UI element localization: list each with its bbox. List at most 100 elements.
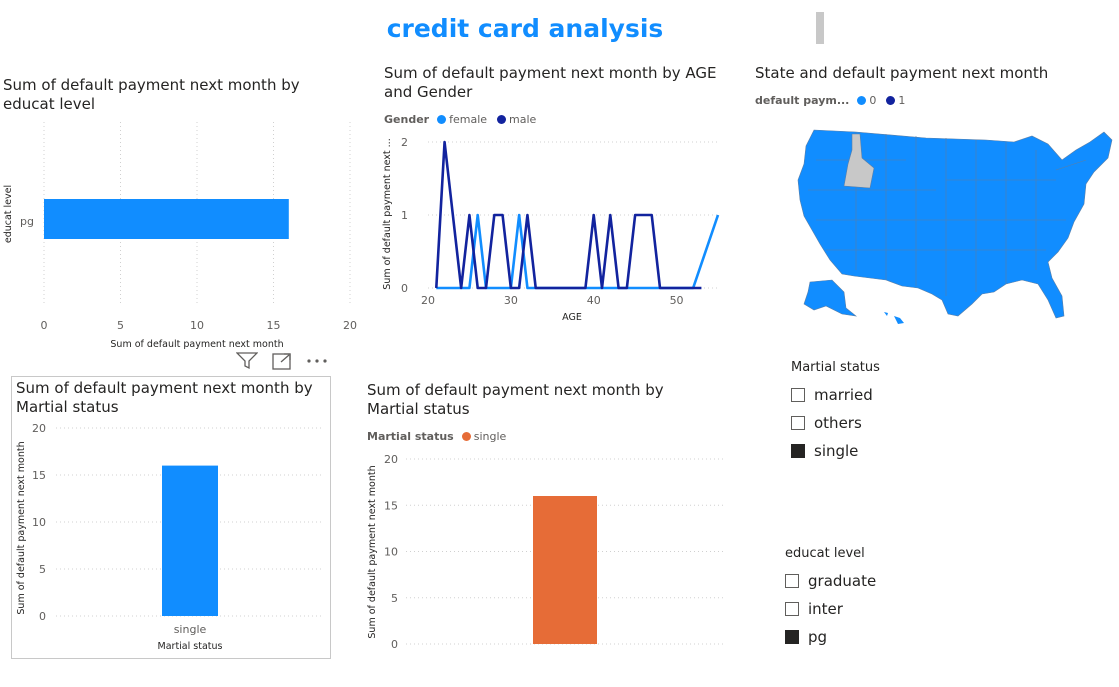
state-map-title: State and default payment next month <box>755 64 1049 82</box>
age-line-legend: Gender female male <box>384 113 542 126</box>
focus-mode-icon[interactable] <box>272 352 292 374</box>
educat-bar-marks <box>44 199 289 239</box>
martial-bar2-y-tick: 5 <box>391 592 398 605</box>
checkbox[interactable] <box>791 444 805 458</box>
educat-bar-x-axis-label: Sum of default payment next month <box>110 339 283 350</box>
educat-bar-category-label: pg <box>20 215 34 228</box>
age-line-x-tick: 20 <box>421 294 435 307</box>
educat-bar-title: Sum of default payment next month by edu… <box>3 76 300 113</box>
age-line-y-axis-label: Sum of default payment next ... <box>382 138 393 289</box>
martial-bar-x-axis-label: Martial status <box>158 641 223 652</box>
educat-bar-chart: 0 5 10 15 20 pg educat level Sum of default … <box>3 122 358 350</box>
martial-bar-focus-frame[interactable] <box>11 376 331 659</box>
martial-bar-y-tick: 10 <box>32 516 46 529</box>
slicer-option-graduate[interactable]: graduate <box>785 567 985 595</box>
more-options-icon[interactable] <box>306 352 328 374</box>
martial-bar-marks <box>162 465 218 616</box>
slicer-option-label: graduate <box>808 572 877 590</box>
educat-bar-ticks: 0 5 10 15 20 <box>41 319 358 332</box>
martial-bar-grid <box>56 427 324 617</box>
slicer-option-inter[interactable]: inter <box>785 595 985 623</box>
slicer-option-label: single <box>814 442 859 460</box>
martial-bar-y-tick: 5 <box>39 563 46 576</box>
state-map-legend-label: default paym... <box>755 94 850 107</box>
educat-bar-x-tick: 15 <box>267 319 281 332</box>
legend-dot-1 <box>886 96 896 105</box>
slicer-option-others[interactable]: others <box>791 409 991 437</box>
checkbox[interactable] <box>785 574 799 588</box>
martial-bar-category-label: single <box>174 623 207 636</box>
age-line-series-male <box>434 140 702 290</box>
age-line-x-axis-label: AGE <box>562 312 582 323</box>
alaska-shape <box>803 279 858 317</box>
martial-bar-y-tick: 20 <box>32 422 46 435</box>
legend-item-1[interactable]: 1 <box>886 94 905 107</box>
age-line-series-female <box>436 213 720 290</box>
martial-bar2-y-tick: 0 <box>391 638 398 651</box>
report-title: credit card analysis <box>386 14 664 43</box>
slicer-option-pg[interactable]: pg <box>785 623 985 651</box>
legend-dot-0 <box>857 96 867 105</box>
checkbox[interactable] <box>785 602 799 616</box>
slicer-option-label: pg <box>808 628 828 646</box>
slicer-option-label: others <box>814 414 862 432</box>
checkbox[interactable] <box>785 630 799 644</box>
educat-level-slicer: educat level graduate inter pg <box>785 546 985 651</box>
legend-dot-single <box>461 432 471 441</box>
title-divider <box>816 12 824 44</box>
martial-bar-ticks: 0 5 10 15 20 <box>32 422 46 623</box>
age-line-x-tick: 30 <box>504 294 518 307</box>
educat-bar-pg <box>44 199 289 239</box>
checkbox[interactable] <box>791 416 805 430</box>
educat-slicer-title: educat level <box>785 546 865 561</box>
filter-icon[interactable] <box>235 352 259 374</box>
martial-bar2-chart: 0 5 10 15 20 Sum of default payment next mon… <box>367 453 724 651</box>
age-line-title: Sum of default payment next month by AGE… <box>384 64 717 101</box>
martial-bar-single <box>162 465 218 616</box>
age-line-y-tick: 1 <box>401 209 408 222</box>
idaho-state <box>843 133 875 189</box>
martial-bar2-title: Sum of default payment next month by Mar… <box>367 381 664 418</box>
age-line-chart: 0 1 2 20 30 40 50 Sum of default payment next … <box>382 136 720 323</box>
martial-bar2-ticks: 0 5 10 15 20 <box>384 453 398 651</box>
martial-bar-y-tick: 15 <box>32 469 46 482</box>
martial-bar2-legend-label: Martial status <box>367 430 454 443</box>
martial-slicer-title: Martial status <box>791 360 880 375</box>
state-map-legend: default paym... 0 1 <box>755 94 911 107</box>
slicer-option-single[interactable]: single <box>791 437 991 465</box>
slicer-option-label: inter <box>808 600 843 618</box>
contiguous-us-shape <box>797 129 1113 319</box>
age-line-ticks: 0 1 2 20 30 40 50 <box>401 136 684 307</box>
age-line-x-tick: 40 <box>587 294 601 307</box>
hawaii-shape <box>884 312 904 324</box>
age-line-y-tick: 2 <box>401 136 408 149</box>
educat-bar-x-tick: 5 <box>117 319 124 332</box>
legend-item-male[interactable]: male <box>497 113 536 126</box>
martial-bar2-marks <box>533 496 597 644</box>
legend-dot-female <box>437 115 447 124</box>
educat-bar-x-tick: 0 <box>41 319 48 332</box>
slicer-option-label: married <box>814 386 873 404</box>
martial-status-slicer: Martial status married others single <box>791 360 991 465</box>
legend-item-female[interactable]: female <box>437 113 487 126</box>
age-line-series <box>434 140 720 290</box>
legend-item-single[interactable]: single <box>461 430 506 443</box>
educat-bar-x-tick: 20 <box>343 319 357 332</box>
martial-bar2-y-axis-label: Sum of default payment next month <box>367 465 378 638</box>
us-states-map[interactable] <box>786 120 1118 330</box>
martial-bar-y-axis-label: Sum of default payment next month <box>16 441 27 614</box>
legend-item-0[interactable]: 0 <box>857 94 876 107</box>
visual-header-icons <box>235 352 328 374</box>
educat-bar-x-tick: 10 <box>190 319 204 332</box>
martial-bar-title: Sum of default payment next month by Mar… <box>16 379 313 416</box>
age-line-legend-label: Gender <box>384 113 430 126</box>
martial-bar2-grid <box>406 458 724 645</box>
martial-bar2-y-tick: 15 <box>384 499 398 512</box>
checkbox[interactable] <box>791 388 805 402</box>
slicer-option-married[interactable]: married <box>791 381 991 409</box>
martial-bar2-single <box>533 496 597 644</box>
martial-bar-y-tick: 0 <box>39 610 46 623</box>
age-line-x-tick: 50 <box>670 294 684 307</box>
martial-bar2-legend: Martial status single <box>367 430 512 443</box>
educat-bar-y-axis-label: educat level <box>3 185 14 243</box>
